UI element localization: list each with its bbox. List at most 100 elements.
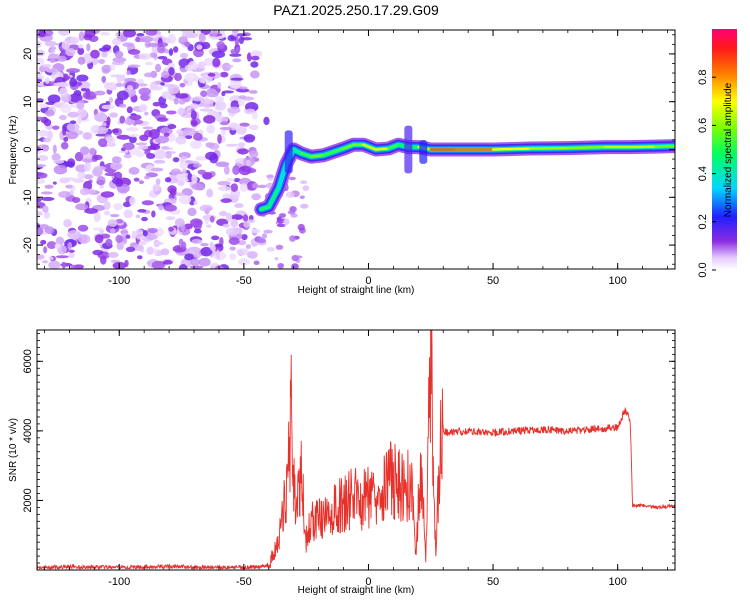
noise-blob — [49, 46, 57, 51]
noise-blob — [65, 131, 79, 140]
noise-blob — [109, 227, 116, 234]
noise-blob — [211, 235, 220, 241]
noise-blob — [98, 59, 106, 64]
noise-blob — [128, 133, 140, 138]
noise-blob — [237, 148, 249, 155]
noise-blob — [42, 64, 52, 68]
noise-blob — [187, 207, 197, 217]
noise-blob — [226, 178, 235, 182]
x-tick-label: -50 — [236, 576, 252, 588]
noise-blob — [42, 205, 49, 213]
noise-blob — [220, 198, 232, 203]
colorbar-ticks: 0.0 0.2 0.4 0.6 0.8 — [697, 70, 716, 278]
noise-blob — [221, 91, 226, 97]
noise-blob — [126, 70, 131, 76]
noise-blob — [239, 183, 248, 192]
noise-blob — [44, 40, 57, 47]
noise-blob — [119, 115, 126, 124]
noise-blob — [122, 30, 137, 38]
noise-blob — [251, 111, 258, 120]
noise-blob — [225, 212, 233, 222]
noise-blob — [37, 178, 46, 185]
noise-blob — [177, 180, 185, 187]
noise-blob — [151, 260, 166, 269]
noise-blob — [60, 103, 72, 113]
page-title: PAZ1.2025.250.17.29.G09 — [273, 2, 439, 18]
noise-blob — [66, 68, 81, 74]
noise-blob — [276, 223, 286, 228]
noise-blob — [293, 255, 303, 259]
ridge-segment — [267, 186, 280, 209]
noise-blob — [283, 218, 290, 226]
noise-blob — [165, 216, 176, 221]
noise-blob — [152, 101, 161, 107]
noise-blob — [192, 163, 202, 168]
noise-blob — [199, 108, 214, 112]
snr-axes: -100 -50 0 50 100 2000 4000 6000 — [22, 330, 675, 588]
colorbar-tick-label: 0.0 — [697, 262, 709, 277]
noise-blob — [92, 249, 104, 256]
ridge-segment — [299, 152, 313, 158]
y-tick-label: 20 — [22, 48, 34, 60]
noise-blob — [277, 262, 284, 269]
noise-blob — [63, 75, 71, 80]
noise-blob — [136, 32, 145, 37]
noise-blob — [153, 241, 164, 246]
noise-blob — [37, 130, 49, 137]
noise-blob — [214, 95, 224, 103]
noise-blob — [242, 214, 249, 222]
noise-blob — [100, 31, 111, 36]
noise-blob — [137, 83, 148, 87]
noise-blob — [61, 39, 71, 50]
noise-blob — [129, 196, 136, 206]
noise-blob — [101, 104, 115, 110]
noise-blob — [55, 236, 65, 246]
noise-blob — [111, 156, 122, 164]
noise-blob — [157, 55, 168, 60]
noise-blob — [167, 84, 180, 95]
noise-blob — [125, 246, 136, 253]
ridge-segment — [362, 143, 378, 151]
snr-panel: -100 -50 0 50 100 2000 4000 6000 Height of stra… — [8, 329, 676, 596]
ridge-segment — [374, 147, 390, 151]
noise-blob — [229, 53, 242, 57]
noise-blob — [107, 219, 118, 228]
noise-blob — [153, 248, 158, 255]
noise-blob — [174, 192, 185, 197]
noise-blob — [124, 119, 136, 125]
noise-blob — [157, 42, 169, 48]
noise-blob — [110, 74, 124, 78]
noise-blob — [128, 135, 137, 144]
noise-blob — [184, 160, 193, 164]
noise-blob — [89, 147, 96, 156]
ridge-segment — [332, 147, 345, 154]
noise-blob — [63, 219, 72, 228]
noise-blob — [227, 34, 237, 42]
noise-blob — [174, 72, 182, 82]
noise-blob — [200, 98, 215, 105]
noise-blob — [215, 161, 230, 168]
noise-blob — [153, 159, 166, 164]
noise-blob — [137, 209, 147, 213]
ridge-segment — [342, 143, 355, 150]
noise-blob — [47, 94, 61, 104]
noise-blob — [49, 58, 56, 63]
noise-blob — [229, 246, 236, 251]
noise-blob — [179, 52, 189, 59]
noise-blob — [56, 82, 70, 88]
noise-blob — [125, 234, 131, 239]
noise-blob — [248, 124, 259, 131]
noise-blob — [155, 63, 162, 73]
noise-blob — [54, 243, 61, 249]
noise-blob — [52, 144, 57, 154]
noise-blob — [52, 181, 57, 185]
ridge-segment — [566, 145, 607, 150]
noise-blob — [148, 129, 160, 139]
noise-blob — [152, 183, 160, 192]
noise-blob — [222, 193, 231, 200]
noise-blob — [217, 180, 231, 186]
noise-blob — [209, 241, 214, 251]
noise-blob — [40, 191, 53, 195]
y-tick-label: 4000 — [22, 419, 34, 443]
noise-blob — [93, 154, 103, 161]
